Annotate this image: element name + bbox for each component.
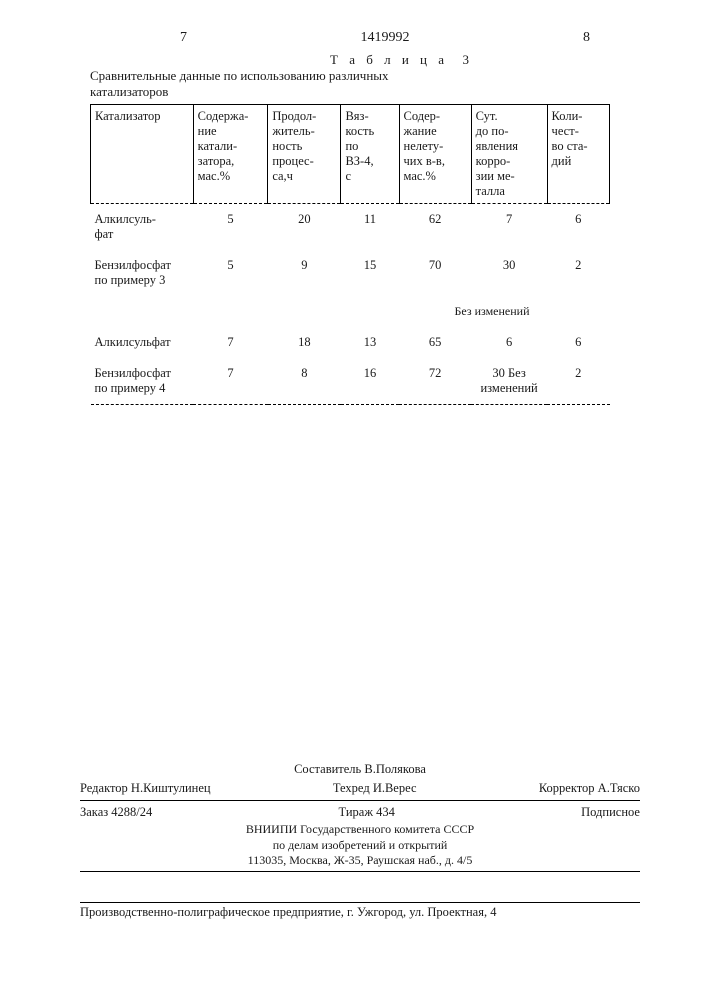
org-line-2: по делам изобретений и открытий: [80, 838, 640, 854]
table-row: Бензилфосфатпо примеру 478167230 Безизме…: [91, 358, 610, 405]
row-label: Бензилфосфатпо примеру 4: [91, 358, 194, 405]
editor-name: Н.Киштулинец: [131, 781, 211, 795]
col-header: Сут.до по-явлениякорро-зии ме-талла: [471, 105, 547, 204]
tirage: Тираж 434: [339, 805, 395, 820]
order-num: Заказ 4288/24: [80, 805, 152, 820]
col-header: Катализатор: [91, 105, 194, 204]
col-num-left: 7: [180, 30, 187, 46]
cell: 13: [341, 327, 399, 358]
cell: 9: [268, 250, 341, 296]
footer: Составитель В.Полякова Редактор Н.Киштул…: [80, 760, 640, 874]
col-header: Содер-жаниенелету-чих в-в,мас.%: [399, 105, 471, 204]
cell: 2: [547, 250, 609, 296]
cell: 7: [471, 204, 547, 251]
table-caption-num: 3: [463, 52, 474, 67]
cell: 20: [268, 204, 341, 251]
org-line-3: 113035, Москва, Ж-35, Раушская наб., д. …: [80, 853, 640, 869]
col-header: Продол-житель-ностьпроцес-са,ч: [268, 105, 341, 204]
col-header: Коли-чест-во ста-дий: [547, 105, 609, 204]
col-header: Содержа-ниекатали-затора,мас.%: [193, 105, 268, 204]
cell: 6: [471, 327, 547, 358]
cell: 7: [193, 358, 268, 405]
data-table: Катализатор Содержа-ниекатали-затора,мас…: [90, 104, 610, 422]
cell: 2: [547, 358, 609, 405]
doc-number: 1419992: [361, 30, 410, 46]
cell: 6: [547, 327, 609, 358]
table-caption-label: Т а б л и ц а: [330, 52, 448, 67]
techred-label: Техред: [333, 781, 370, 795]
cell: 16: [341, 358, 399, 405]
table-row: Бензилфосфатпо примеру 3591570302: [91, 250, 610, 296]
cell: 70: [399, 250, 471, 296]
cell: 30 Безизменений: [471, 358, 547, 405]
techred-name: И.Верес: [373, 781, 417, 795]
editor-label: Редактор: [80, 781, 128, 795]
cell: 30: [471, 250, 547, 296]
cell: 5: [193, 204, 268, 251]
org-line-1: ВНИИПИ Государственного комитета СССР: [80, 822, 640, 838]
podpisnoe: Подписное: [581, 805, 640, 820]
cell: 6: [547, 204, 609, 251]
col-header: Вяз-костьпоВЗ-4,с: [341, 105, 399, 204]
composer-name: В.Полякова: [364, 762, 426, 776]
cell: 11: [341, 204, 399, 251]
row-label: Бензилфосфатпо примеру 3: [91, 250, 194, 296]
cell: 8: [268, 358, 341, 405]
cell: 5: [193, 250, 268, 296]
row-label: Алкилсульфат: [91, 327, 194, 358]
cell: 18: [268, 327, 341, 358]
cell: 62: [399, 204, 471, 251]
col-num-right: 8: [583, 30, 590, 46]
corrector-name: А.Тяско: [598, 781, 640, 795]
cell: 65: [399, 327, 471, 358]
note-row: Без изменений: [91, 296, 610, 327]
composer-label: Составитель: [294, 762, 361, 776]
table-row: Алкилсульфат718136566: [91, 327, 610, 358]
table-row: Алкилсуль-фат520116276: [91, 204, 610, 251]
corrector-label: Корректор: [539, 781, 595, 795]
bottom-line: Производственно-полиграфическое предприя…: [80, 905, 496, 919]
table-subtitle-1: Сравнительные данные по использованию ра…: [90, 68, 389, 83]
cell: 7: [193, 327, 268, 358]
row-label: Алкилсуль-фат: [91, 204, 194, 251]
cell: 72: [399, 358, 471, 405]
table-subtitle-2: катализаторов: [90, 84, 168, 99]
cell: 15: [341, 250, 399, 296]
